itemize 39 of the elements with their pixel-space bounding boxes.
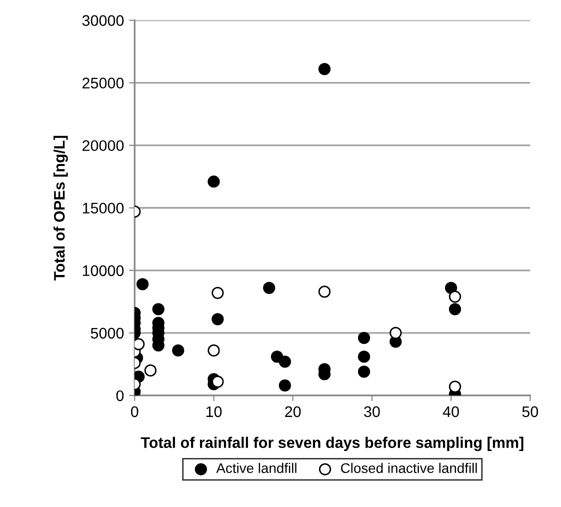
y-tick-label: 25000 (82, 78, 124, 88)
point (358, 350, 370, 363)
point (212, 313, 224, 326)
point (318, 286, 331, 298)
x-tick-label: 40 (442, 406, 459, 418)
point (448, 290, 462, 303)
point (390, 326, 402, 340)
x-tick-label: 20 (285, 406, 301, 418)
point (208, 344, 220, 357)
point (448, 380, 462, 393)
point (318, 62, 331, 76)
y-tick-label: 15000 (82, 202, 124, 214)
point (278, 379, 292, 392)
x-tick-label: 10 (206, 406, 222, 418)
y-tick-label: 0 (116, 390, 124, 402)
point (448, 303, 462, 316)
x-tick-label: 30 (364, 406, 380, 418)
point (212, 376, 224, 388)
x-tick-label: 50 (522, 406, 538, 418)
point (208, 176, 220, 188)
x-tick-label: 0 (130, 406, 138, 418)
point (212, 286, 224, 299)
point (358, 366, 370, 378)
point (278, 356, 292, 368)
point (358, 332, 370, 344)
y-axis-title: Total of OPEs [ng/L] (54, 136, 68, 281)
legend-label: Closed inactive landfill (341, 462, 477, 474)
point (263, 282, 276, 294)
legend-label: Active landfill (216, 462, 296, 474)
point (172, 344, 184, 357)
point (444, 282, 458, 294)
y-tick-label: 5000 (90, 328, 124, 339)
y-tick-label: 30000 (82, 15, 124, 26)
x-axis-title: Total of rainfall for seven days before sampling [mm] (140, 436, 524, 452)
y-tick-label: 20000 (82, 140, 124, 152)
point (136, 278, 149, 290)
y-tick-label: 10000 (82, 265, 124, 276)
point (144, 364, 157, 377)
point (152, 303, 164, 316)
